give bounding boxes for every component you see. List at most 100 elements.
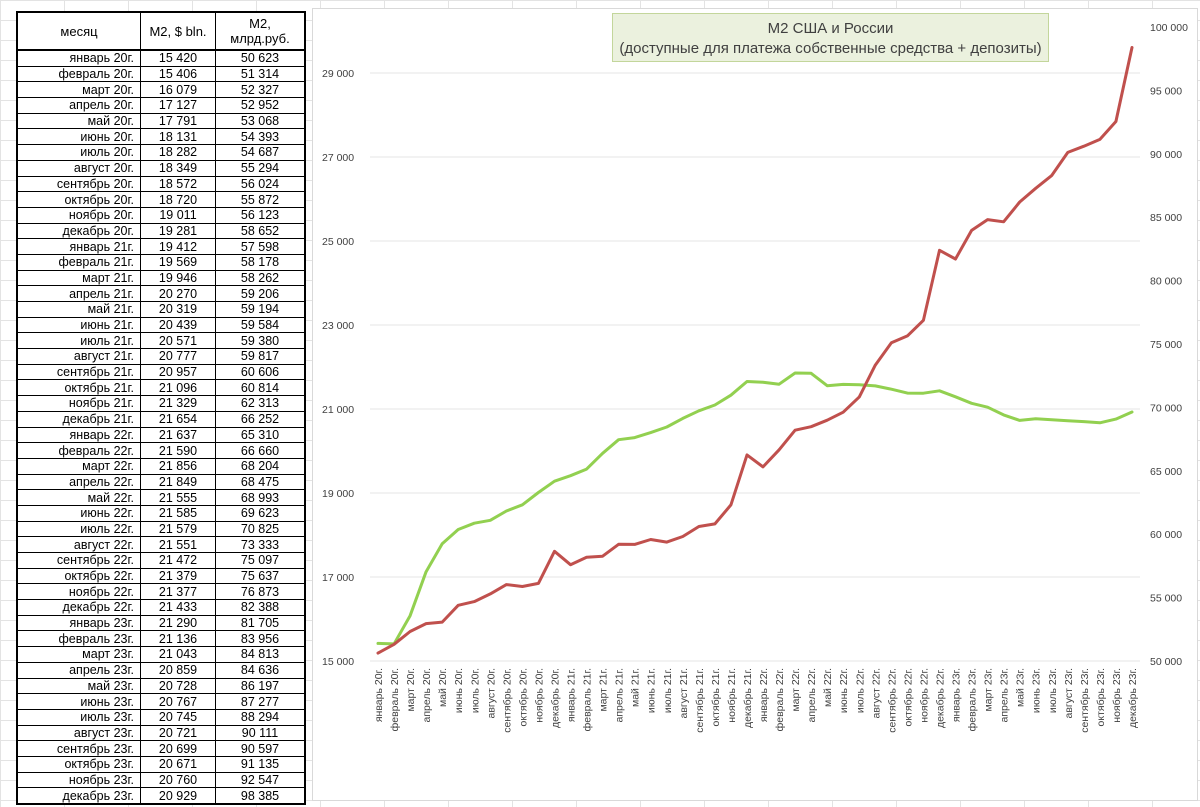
rub-cell[interactable]: 65 310 [215, 426, 306, 444]
table-row: август 20г. 18 349 55 294 [16, 159, 306, 177]
usd-cell[interactable]: 21 555 [140, 489, 216, 506]
rub-cell[interactable]: 58 262 [215, 269, 306, 287]
month-cell[interactable]: январь 22г. [16, 426, 141, 444]
month-cell[interactable]: сентябрь 20г. [16, 175, 141, 193]
usd-cell[interactable]: 21 579 [140, 520, 216, 538]
rub-cell[interactable]: 53 068 [215, 112, 306, 130]
data-point-usd [1050, 418, 1053, 421]
table-row: март 21г. 19 946 58 262 [16, 269, 306, 287]
usd-cell[interactable]: 20 270 [140, 285, 216, 302]
month-cell[interactable]: сентябрь 23г. [16, 740, 141, 757]
usd-cell[interactable]: 21 379 [140, 567, 216, 585]
usd-cell[interactable]: 20 699 [140, 740, 216, 757]
usd-cell[interactable]: 19 412 [140, 238, 216, 255]
table-row: январь 22г. 21 637 65 310 [16, 426, 306, 444]
data-point-rub [649, 538, 652, 541]
month-cell[interactable]: сентябрь 22г. [16, 552, 141, 569]
rub-cell[interactable]: 73 333 [215, 536, 306, 553]
rub-cell[interactable]: 98 385 [215, 787, 306, 805]
usd-cell[interactable]: 20 760 [140, 771, 216, 789]
rub-cell[interactable]: 69 623 [215, 504, 306, 522]
usd-cell[interactable]: 21 849 [140, 473, 216, 491]
x-tick-label: февраль 21г. [582, 668, 594, 731]
usd-cell[interactable]: 20 745 [140, 708, 216, 726]
month-cell[interactable]: ноябрь 23г. [16, 771, 141, 789]
rub-cell[interactable]: 84 636 [215, 661, 306, 679]
data-point-rub [825, 418, 829, 422]
table-row: июль 20г. 18 282 54 687 [16, 144, 306, 161]
month-cell[interactable]: ноябрь 22г. [16, 583, 141, 601]
data-point-rub [777, 448, 781, 451]
table-row: сентябрь 20г. 18 572 56 024 [16, 175, 306, 193]
usd-cell[interactable]: 21 590 [140, 442, 216, 459]
usd-cell[interactable]: 20 671 [140, 755, 216, 773]
usd-cell[interactable]: 18 572 [140, 175, 216, 193]
month-cell[interactable]: октябрь 23г. [16, 755, 141, 773]
x-tick-label: июль 21г. [662, 668, 674, 713]
y-right-tick-label: 85 000 [1150, 212, 1182, 224]
rub-cell[interactable]: 59 584 [215, 316, 306, 334]
x-tick-label: май 22г. [822, 668, 834, 707]
data-point-rub [729, 503, 733, 507]
month-cell[interactable]: апрель 20г. [16, 97, 141, 114]
table-row: апрель 23г. 20 859 84 636 [16, 661, 306, 679]
usd-cell[interactable]: 20 721 [140, 724, 216, 742]
header-month: месяц [16, 11, 141, 51]
rub-cell[interactable]: 56 024 [215, 175, 306, 193]
usd-cell[interactable]: 18 131 [140, 128, 216, 146]
table-row: ноябрь 22г. 21 377 76 873 [16, 583, 306, 601]
x-tick-label: сентябрь 23г. [1079, 668, 1091, 733]
usd-cell[interactable]: 20 319 [140, 301, 216, 318]
rub-cell[interactable]: 91 135 [215, 755, 306, 773]
usd-cell[interactable]: 19 011 [140, 206, 216, 224]
rub-cell[interactable]: 59 380 [215, 332, 306, 350]
rub-cell[interactable]: 82 388 [215, 599, 306, 616]
x-tick-label: июнь 20г. [453, 668, 465, 713]
x-tick-label: август 21г. [678, 668, 690, 719]
rub-cell[interactable]: 59 206 [215, 285, 306, 302]
rub-cell[interactable]: 56 123 [215, 206, 306, 224]
month-cell[interactable]: август 21г. [16, 348, 141, 365]
x-tick-label: март 20г. [405, 668, 417, 712]
chart-area[interactable] [312, 8, 1198, 801]
data-point-usd [457, 528, 460, 531]
usd-cell[interactable]: 18 349 [140, 159, 216, 177]
data-point-rub [392, 643, 396, 646]
month-cell[interactable]: сентябрь 21г. [16, 363, 141, 381]
usd-cell[interactable]: 20 929 [140, 787, 216, 805]
rub-cell[interactable]: 50 623 [215, 49, 306, 67]
usd-cell[interactable]: 20 439 [140, 316, 216, 334]
month-cell[interactable]: апрель 22г. [16, 473, 141, 491]
month-cell[interactable]: март 20г. [16, 81, 141, 99]
x-tick-label: октябрь 23г. [1095, 668, 1107, 726]
rub-cell[interactable]: 81 705 [215, 614, 306, 632]
rub-cell[interactable]: 52 327 [215, 81, 306, 99]
usd-cell[interactable]: 15 420 [140, 49, 216, 67]
table-row: май 22г. 21 555 68 993 [16, 489, 306, 506]
y-left-tick-label: 29 000 [322, 68, 354, 80]
data-point-rub [633, 543, 636, 546]
month-cell[interactable]: июнь 23г. [16, 693, 141, 710]
usd-cell[interactable]: 21 377 [140, 583, 216, 601]
rub-cell[interactable]: 55 294 [215, 159, 306, 177]
table-row: сентябрь 22г. 21 472 75 097 [16, 552, 306, 569]
month-cell[interactable]: февраль 20г. [16, 65, 141, 83]
month-cell[interactable]: февраль 23г. [16, 630, 141, 648]
data-point-usd [553, 479, 556, 483]
x-tick-label: ноябрь 23г. [1111, 668, 1123, 723]
data-point-usd [890, 387, 893, 391]
month-cell[interactable]: май 22г. [16, 489, 141, 506]
usd-cell[interactable]: 21 329 [140, 395, 216, 412]
rub-cell[interactable]: 66 660 [215, 442, 306, 459]
usd-cell[interactable]: 17 791 [140, 112, 216, 130]
month-cell[interactable]: январь 20г. [16, 49, 141, 67]
rub-cell[interactable]: 51 314 [215, 65, 306, 83]
data-point-rub [858, 395, 861, 399]
usd-cell[interactable]: 21 654 [140, 410, 216, 428]
usd-cell[interactable]: 18 282 [140, 144, 216, 161]
month-cell[interactable]: декабрь 23г. [16, 787, 141, 805]
rub-cell[interactable]: 92 547 [215, 771, 306, 789]
x-tick-label: февраль 22г. [774, 668, 786, 731]
data-point-usd [601, 452, 604, 455]
data-point-rub [809, 425, 813, 428]
